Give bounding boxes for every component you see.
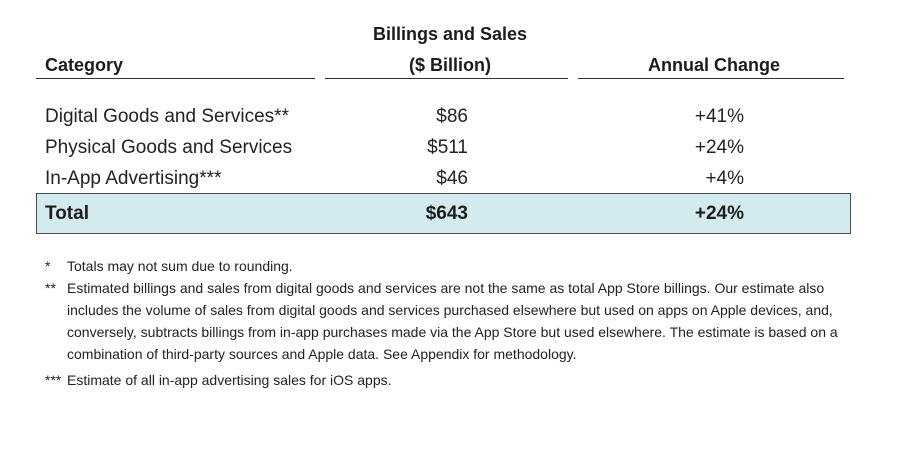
header-billings-line2: ($ Billion) (409, 55, 491, 75)
row-category: Digital Goods and Services** (45, 106, 289, 127)
row-category: Physical Goods and Services (45, 137, 293, 158)
header-rule-change (578, 78, 844, 79)
row-change: +41% (694, 106, 744, 127)
row-billings: $46 (436, 168, 468, 189)
footnote-text: Estimate of all in-app advertising sales… (67, 372, 392, 388)
footnote-mark: * (45, 258, 51, 274)
footnote-text: Estimated billings and sales from digita… (67, 280, 838, 362)
row-billings: $511 (427, 137, 468, 158)
header-billings-line1: Billings and Sales (372, 24, 528, 44)
footnote-mark: *** (45, 372, 62, 388)
row-change: +24% (694, 137, 744, 158)
footnote-mark: ** (45, 280, 56, 296)
header-annual-change: Annual Change (647, 55, 780, 75)
total-category: Total (45, 203, 89, 224)
header-category: Category (45, 55, 124, 75)
total-change: +24% (694, 203, 744, 224)
row-category: In-App Advertising*** (45, 168, 222, 189)
row-billings: $86 (436, 106, 468, 127)
header-rule-billings (325, 78, 568, 79)
header-rule-category (36, 78, 315, 79)
total-row (36, 193, 851, 234)
footnote-text: Totals may not sum due to rounding. (67, 258, 293, 274)
row-change: +4% (705, 168, 744, 189)
total-billings: $643 (425, 203, 468, 224)
